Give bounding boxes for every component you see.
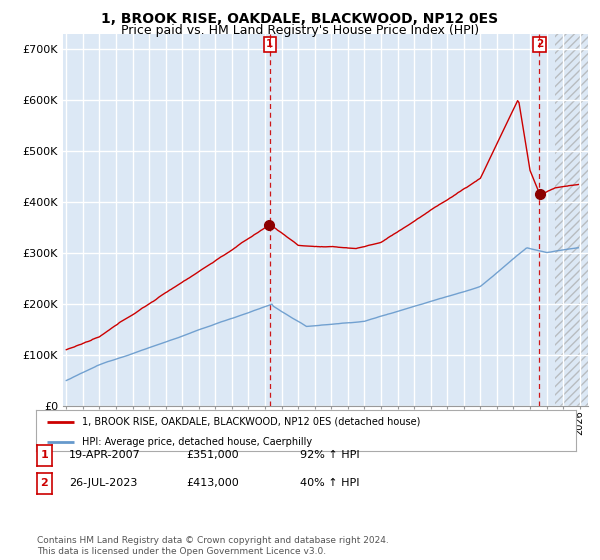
Text: 1, BROOK RISE, OAKDALE, BLACKWOOD, NP12 0ES: 1, BROOK RISE, OAKDALE, BLACKWOOD, NP12 … [101,12,499,26]
Text: 26-JUL-2023: 26-JUL-2023 [69,478,137,488]
Text: 1: 1 [266,39,274,49]
Text: 1, BROOK RISE, OAKDALE, BLACKWOOD, NP12 0ES (detached house): 1, BROOK RISE, OAKDALE, BLACKWOOD, NP12 … [82,417,420,427]
Text: HPI: Average price, detached house, Caerphilly: HPI: Average price, detached house, Caer… [82,437,312,447]
Text: £413,000: £413,000 [186,478,239,488]
Text: Contains HM Land Registry data © Crown copyright and database right 2024.
This d: Contains HM Land Registry data © Crown c… [37,536,389,556]
Text: 1: 1 [41,450,48,460]
Bar [555,34,588,406]
Text: 2: 2 [536,39,543,49]
Text: 19-APR-2007: 19-APR-2007 [69,450,141,460]
Text: 40% ↑ HPI: 40% ↑ HPI [300,478,359,488]
Text: Price paid vs. HM Land Registry's House Price Index (HPI): Price paid vs. HM Land Registry's House … [121,24,479,36]
Text: 92% ↑ HPI: 92% ↑ HPI [300,450,359,460]
Text: £351,000: £351,000 [186,450,239,460]
Text: 2: 2 [41,478,48,488]
